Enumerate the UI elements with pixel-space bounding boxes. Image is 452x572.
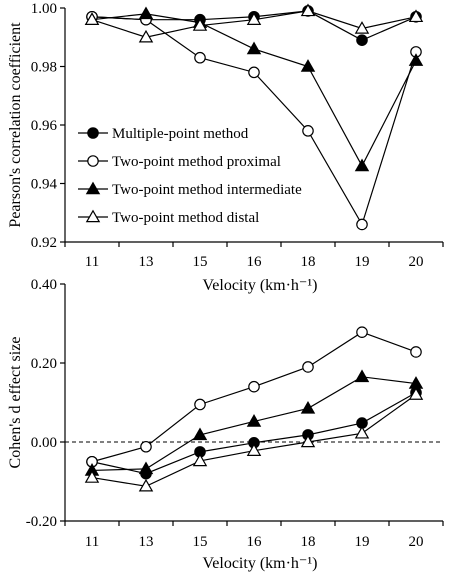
data-point-two-point-method-distal [138, 29, 154, 43]
x-tick-label: 19 [355, 534, 370, 550]
series-line-multiple-point-method [91, 392, 417, 475]
x-tick-label: 16 [247, 534, 263, 550]
x-tick-label: 18 [301, 254, 316, 270]
legend-item-multiple-point-method: Multiple-point method [78, 126, 249, 142]
data-point-multiple-point-method [356, 34, 368, 46]
y-tick-label: 1.00 [31, 1, 57, 17]
legend-label: Two-point method intermediate [112, 182, 302, 198]
data-point-two-point-method-intermediate [300, 59, 316, 72]
data-point-two-point-method-intermediate [192, 427, 208, 441]
cohens-d-chart: -0.20 0.00 0.20 0.40 11 13 15 16 18 19 20 Velocity … [7, 277, 444, 572]
x-axis-label: Velocity (km·h⁻¹) [203, 277, 318, 294]
data-point-two-point-method-proximal [140, 440, 152, 453]
data-point-two-point-method-distal [300, 434, 316, 448]
data-point-two-point-method-distal [354, 425, 370, 439]
data-point-two-point-method-proximal [248, 66, 260, 79]
data-point-two-point-method-intermediate [354, 158, 370, 172]
data-point-two-point-method-distal [246, 12, 262, 25]
data-point-two-point-method-proximal [356, 326, 368, 338]
legend-label: Multiple-point method [112, 126, 249, 142]
data-point-two-point-method-distal [192, 453, 208, 467]
x-tick-label: 15 [193, 254, 208, 270]
legend-marker-two-point-method-distal [85, 209, 101, 223]
data-point-two-point-method-intermediate [138, 6, 154, 20]
legend: Multiple-point method Two-point method pr… [78, 126, 302, 226]
data-point-two-point-method-proximal [302, 361, 314, 373]
y-axis-label: Pearson's correlation coefficient [7, 22, 24, 228]
data-point-two-point-method-distal [300, 3, 316, 17]
data-point-two-point-method-intermediate [300, 401, 316, 414]
data-point-two-point-method-distal [192, 18, 208, 31]
data-point-two-point-method-intermediate [246, 414, 262, 427]
legend-label: Two-point method distal [112, 210, 259, 226]
y-tick-label: 0.00 [31, 435, 57, 451]
data-point-two-point-method-distal [84, 12, 100, 25]
legend-marker-two-point-method-intermediate [85, 181, 101, 195]
data-point-two-point-method-distal [84, 470, 100, 483]
x-tick-label: 11 [85, 254, 99, 270]
x-axis-label: Velocity (km·h⁻¹) [203, 555, 318, 572]
data-point-two-point-method-proximal [302, 125, 314, 137]
pearson-correlation-chart: 0.92 0.94 0.96 0.98 1.00 11 13 15 16 18 19 20 Veloci… [7, 1, 444, 294]
x-tick-label: 20 [409, 534, 424, 550]
legend-item-two-point-method-intermediate: Two-point method intermediate [78, 181, 302, 198]
legend-item-two-point-method-distal: Two-point method distal [78, 209, 259, 226]
data-point-two-point-method-distal [138, 478, 154, 492]
data-point-two-point-method-distal [408, 387, 424, 400]
legend-marker-multiple-point-method [87, 127, 99, 139]
data-point-two-point-method-intermediate [408, 53, 424, 66]
x-tick-label: 11 [85, 534, 99, 550]
legend-marker-two-point-method-proximal [87, 155, 99, 167]
data-point-two-point-method-proximal [248, 380, 260, 393]
y-axis-label: Cohen's d effect size [7, 337, 24, 469]
legend-item-two-point-method-proximal: Two-point method proximal [78, 154, 281, 170]
data-point-two-point-method-distal [246, 443, 262, 456]
x-tick-label: 13 [139, 534, 154, 550]
y-tick-label: 0.20 [31, 356, 57, 372]
data-point-two-point-method-proximal [194, 398, 206, 411]
y-tick-label: 0.96 [31, 118, 58, 134]
data-point-two-point-method-proximal [194, 51, 206, 64]
y-tick-label: 0.94 [31, 177, 58, 193]
x-tick-label: 20 [409, 254, 424, 270]
series-line-two-point-method-intermediate [91, 13, 417, 168]
x-tick-label: 18 [301, 534, 316, 550]
data-point-two-point-method-intermediate [246, 41, 262, 55]
y-tick-label: 0.98 [31, 60, 57, 76]
x-tick-label: 13 [139, 254, 154, 270]
x-tick-label: 15 [193, 534, 208, 550]
data-point-two-point-method-intermediate [138, 461, 154, 475]
y-tick-label: 0.40 [31, 277, 57, 293]
y-tick-label: -0.20 [26, 514, 57, 530]
legend-label: Two-point method proximal [112, 154, 281, 170]
x-tick-label: 16 [247, 254, 263, 270]
data-point-two-point-method-distal [354, 21, 370, 34]
y-tick-label: 0.92 [31, 235, 57, 251]
data-point-two-point-method-distal [408, 9, 424, 23]
data-point-two-point-method-intermediate [354, 369, 370, 383]
x-tick-label: 19 [355, 254, 370, 270]
data-point-two-point-method-proximal [356, 218, 368, 231]
data-point-two-point-method-proximal [410, 346, 422, 358]
